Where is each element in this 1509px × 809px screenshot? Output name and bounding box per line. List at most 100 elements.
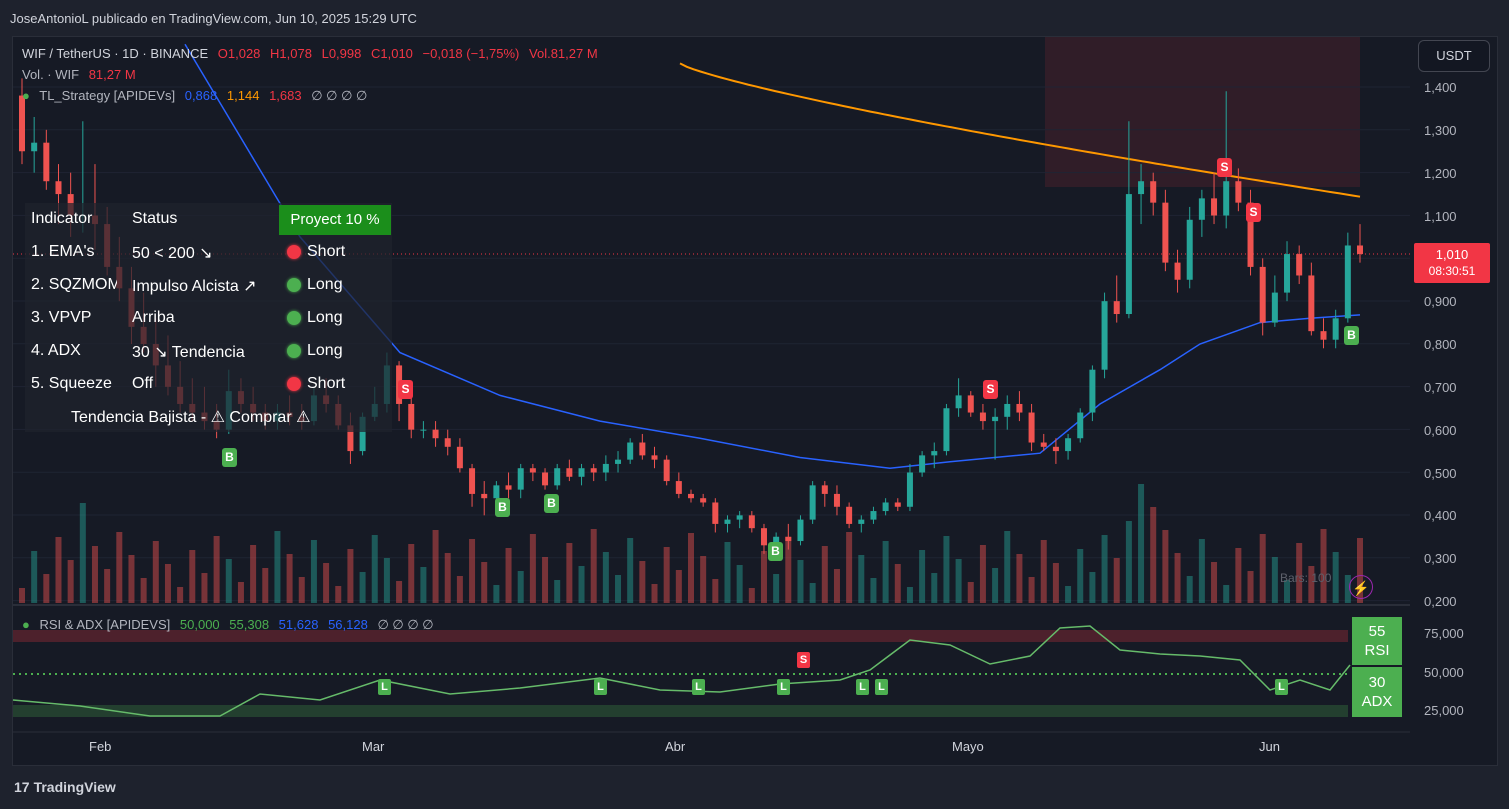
candle-body xyxy=(1150,181,1157,203)
long-marker: L xyxy=(777,679,790,695)
adx-value-tag: 30 ADX xyxy=(1352,667,1402,717)
buy-marker: B xyxy=(544,494,559,513)
bar-countdown: 08:30:51 xyxy=(1428,264,1476,278)
volume-bar xyxy=(420,567,427,603)
strategy-v1: 0,868 xyxy=(184,88,218,103)
volume-bar xyxy=(517,571,524,603)
x-tick-mayo: Mayo xyxy=(952,739,984,754)
volume-label[interactable]: Vol. · WIF xyxy=(22,67,80,82)
row-name: 4. ADX xyxy=(31,342,81,359)
rsi-tick-50: 50,000 xyxy=(1424,665,1464,680)
resistance-zone xyxy=(1045,37,1360,187)
last-price-tag: 1,010 08:30:51 xyxy=(1414,243,1490,283)
row-signal: Long xyxy=(287,342,343,360)
volume-bar xyxy=(1186,576,1193,603)
volume-bar xyxy=(748,588,755,603)
volume-bar xyxy=(651,584,658,603)
volume-bar xyxy=(505,548,512,603)
candle-body xyxy=(578,468,585,477)
buy-marker: B xyxy=(768,542,783,561)
volume-legend-value: 81,27 M xyxy=(88,67,136,82)
candle-body xyxy=(1357,245,1363,255)
candle-body xyxy=(979,412,986,422)
change-value: −0,018 (−1,75%) xyxy=(422,46,520,61)
volume-bar xyxy=(675,570,682,603)
volume-bar xyxy=(1357,538,1363,603)
candle-body xyxy=(1028,412,1035,443)
volume-bar xyxy=(809,583,816,603)
volume-bar xyxy=(1089,572,1096,603)
volume-bar xyxy=(310,540,317,603)
row-status: Off xyxy=(132,375,154,392)
rsi-overbought-band xyxy=(13,630,1348,642)
candle-body xyxy=(651,455,658,460)
volume-bar xyxy=(992,568,999,603)
strategy-label[interactable]: TL_Strategy [APIDEVs] xyxy=(39,88,176,103)
symbol-name[interactable]: WIF / TetherUS · 1D · BINANCE xyxy=(22,46,209,61)
volume-bar xyxy=(31,551,38,603)
volume-bar xyxy=(1052,563,1059,603)
volume-bar xyxy=(1284,580,1291,603)
strategy-legend: ● TL_Strategy [APIDEVs] 0,868 1,144 1,68… xyxy=(22,88,373,104)
x-tick-feb: Feb xyxy=(89,739,112,754)
candle-body xyxy=(517,468,524,490)
candle-body xyxy=(639,442,646,456)
y-tick: 0,400 xyxy=(1424,508,1457,523)
volume-bar xyxy=(91,546,98,603)
long-marker: L xyxy=(378,679,391,695)
last-price: 1,010 xyxy=(1435,247,1469,262)
candle-body xyxy=(748,515,755,529)
volume-bar xyxy=(1223,585,1230,603)
strategy-empties: ∅ ∅ ∅ ∅ xyxy=(311,88,368,103)
rsi-value-tag: 55 RSI xyxy=(1352,617,1402,665)
volume-bar xyxy=(760,551,767,603)
candle-body xyxy=(469,468,476,494)
volume-bar xyxy=(894,564,901,603)
tradingview-icon: 17 xyxy=(14,779,30,795)
volume-bar xyxy=(1150,507,1157,603)
long-marker: L xyxy=(1275,679,1288,695)
volume-bar xyxy=(736,565,743,603)
tradingview-logo[interactable]: 17 TradingView xyxy=(14,779,116,795)
rsi-tag-value: 55 xyxy=(1368,623,1386,640)
candle-body xyxy=(846,506,853,524)
volume-bar xyxy=(1065,586,1072,603)
candle-body xyxy=(931,451,938,456)
volume-bar xyxy=(55,537,62,603)
signal-dot-icon xyxy=(287,244,301,259)
volume-bar xyxy=(79,503,86,603)
lightning-icon[interactable]: ⚡ xyxy=(1349,575,1373,599)
volume-bar xyxy=(1271,557,1278,603)
volume-bar xyxy=(627,538,634,603)
row-name: 1. EMA's xyxy=(31,243,95,260)
row-status: Arriba xyxy=(132,309,175,326)
candle-body xyxy=(627,442,634,460)
row-signal: Long xyxy=(287,309,343,327)
volume-bar xyxy=(1211,562,1218,603)
buy-marker: B xyxy=(1344,326,1359,345)
rsi-label[interactable]: RSI & ADX [APIDEVS] xyxy=(39,617,171,632)
volume-bar xyxy=(1174,553,1181,603)
volume-bar xyxy=(201,573,208,603)
volume-bar xyxy=(298,577,305,603)
volume-bar xyxy=(615,575,622,603)
volume-bar xyxy=(870,578,877,603)
volume-legend: Vol. · WIF 81,27 M xyxy=(22,67,142,82)
candle-body xyxy=(615,459,622,464)
volume-bar xyxy=(1138,484,1145,603)
volume-bar xyxy=(469,539,476,603)
rsi-tick-75: 75,000 xyxy=(1424,626,1464,641)
y-tick: 1,400 xyxy=(1424,80,1457,95)
buy-marker: B xyxy=(495,498,510,517)
publisher-text: JoseAntonioL publicado en TradingView.co… xyxy=(10,11,417,26)
volume-bar xyxy=(590,529,597,603)
volume-bar xyxy=(237,582,244,603)
row-signal: Short xyxy=(287,243,345,261)
y-tick: 0,200 xyxy=(1424,594,1457,609)
volume-bar xyxy=(250,545,257,603)
candle-body xyxy=(1271,292,1278,323)
volume-bar xyxy=(262,568,269,603)
header-status: Status xyxy=(132,210,178,227)
currency-button[interactable]: USDT xyxy=(1418,40,1490,72)
